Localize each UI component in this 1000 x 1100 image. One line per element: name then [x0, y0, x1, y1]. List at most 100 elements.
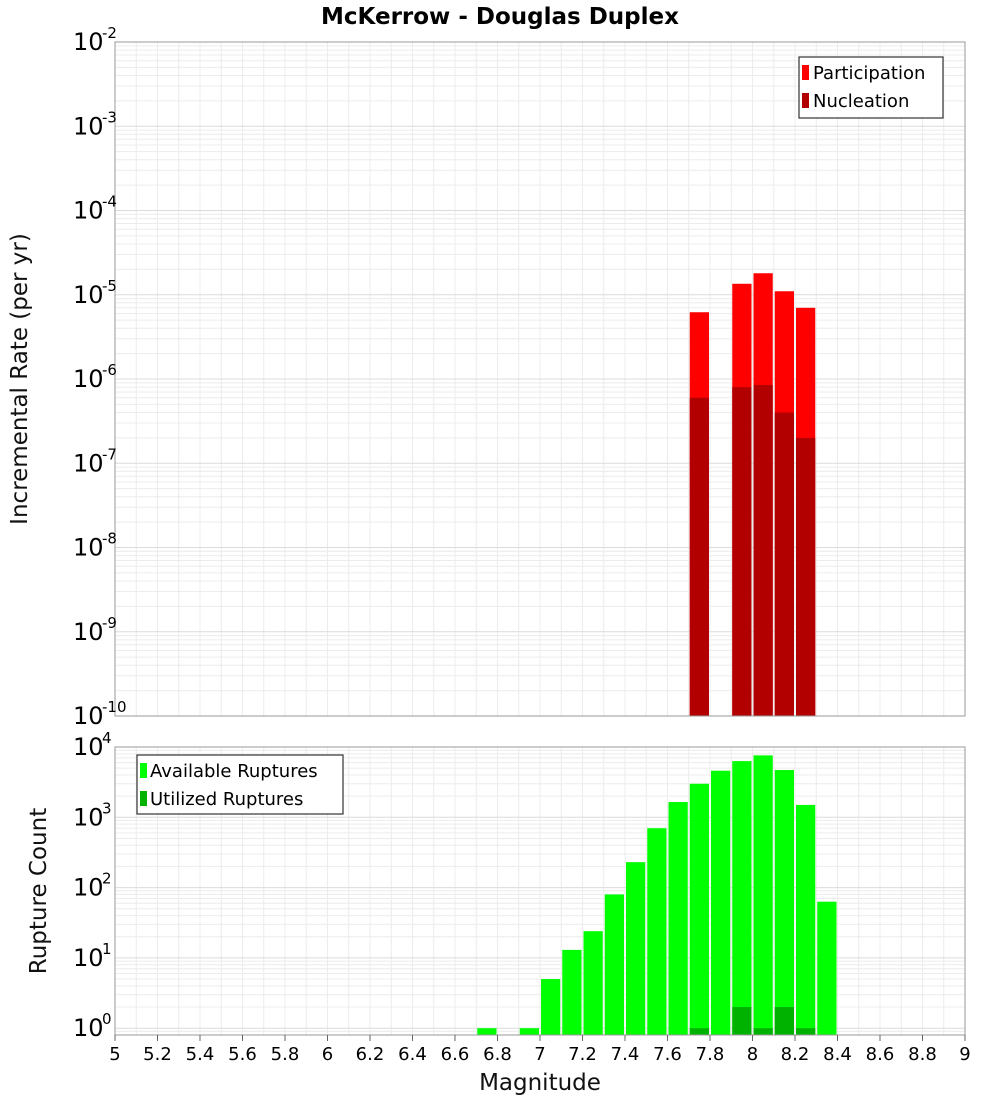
y-tick-exponent: -5 — [102, 277, 117, 295]
available-ruptures-bar — [626, 862, 646, 1035]
x-tick-label: 7.4 — [611, 1044, 640, 1065]
x-tick-label: 7.8 — [696, 1044, 725, 1065]
legend-label-available-ruptures: Available Ruptures — [150, 761, 318, 782]
y-tick-exponent: -2 — [102, 24, 117, 42]
y-tick-exponent: -8 — [102, 530, 117, 548]
available-ruptures-bar — [562, 949, 582, 1035]
nucleation-bar — [753, 384, 773, 716]
available-ruptures-bar — [689, 783, 709, 1035]
y-tick-label: 10 — [73, 874, 104, 902]
available-ruptures-bar — [796, 804, 816, 1035]
y-tick-label: 10 — [73, 534, 104, 562]
utilized-ruptures-bar — [753, 1028, 773, 1035]
y-tick-exponent: 2 — [102, 870, 112, 888]
available-ruptures-bar — [732, 761, 752, 1035]
rate-plot-frame — [114, 41, 966, 717]
legend-label-nucleation: Nucleation — [813, 91, 909, 112]
x-tick-label: 8 — [747, 1044, 758, 1065]
utilized-ruptures-bar — [689, 1028, 709, 1035]
x-axis-label: Magnitude — [479, 1070, 601, 1096]
y-tick-label: 10 — [73, 28, 104, 56]
x-tick-label: 6.8 — [483, 1044, 512, 1065]
y-tick-label: 10 — [73, 702, 104, 730]
available-ruptures-bar — [541, 979, 561, 1035]
utilized-ruptures-bar — [774, 1007, 794, 1035]
utilized-ruptures-bar — [732, 1007, 752, 1035]
nucleation-bar — [689, 397, 709, 716]
available-ruptures-bar — [647, 828, 667, 1035]
count-legend: Available Ruptures Utilized Ruptures — [136, 754, 344, 815]
y-tick-label: 10 — [73, 112, 104, 140]
available-ruptures-bar — [477, 1028, 497, 1035]
y-tick-exponent: -4 — [102, 193, 117, 211]
chart-title: McKerrow - Douglas Duplex — [321, 4, 679, 30]
x-tick-label: 8.8 — [908, 1044, 937, 1065]
y-tick-label: 10 — [73, 197, 104, 225]
y-tick-label: 10 — [73, 281, 104, 309]
rate-bars — [689, 273, 816, 716]
y-tick-exponent: -7 — [102, 445, 117, 463]
y-tick-label: 10 — [73, 1014, 104, 1042]
x-tick-label: 5.4 — [186, 1044, 215, 1065]
nucleation-bar — [732, 387, 752, 716]
x-tick-label: 6 — [322, 1044, 333, 1065]
count-y-axis-label: Rupture Count — [26, 808, 52, 974]
nucleation-bar — [774, 412, 794, 716]
x-tick-label: 8.6 — [866, 1044, 895, 1065]
available-ruptures-bar — [753, 755, 773, 1035]
available-ruptures-bar — [774, 770, 794, 1035]
available-ruptures-bar — [711, 770, 731, 1035]
x-tick-label: 5.2 — [143, 1044, 172, 1065]
legend-swatch-participation — [802, 65, 809, 80]
y-tick-exponent: 3 — [102, 799, 112, 817]
magnitude-x-ticks: 5 5.2 5.4 5.6 5.8 6 6.2 6.4 6.6 6.8 7 7.2 7.4 7.6 7.8 8… — [109, 1035, 971, 1065]
x-tick-label: 7.2 — [568, 1044, 597, 1065]
x-tick-label: 7 — [534, 1044, 545, 1065]
legend-swatch-available-ruptures — [140, 763, 147, 778]
x-tick-label: 9 — [959, 1044, 970, 1065]
y-tick-label: 10 — [73, 365, 104, 393]
y-tick-exponent: -3 — [102, 108, 117, 126]
x-tick-label: 6.6 — [441, 1044, 470, 1065]
count-legend-box — [136, 754, 344, 815]
legend-swatch-nucleation — [802, 93, 809, 108]
y-tick-label: 10 — [73, 449, 104, 477]
available-ruptures-bar — [668, 802, 688, 1035]
y-tick-exponent: -9 — [102, 614, 117, 632]
y-tick-exponent: 4 — [102, 729, 112, 747]
x-tick-label: 7.6 — [653, 1044, 682, 1065]
nucleation-bar — [796, 437, 816, 716]
y-tick-label: 10 — [73, 733, 104, 761]
x-tick-label: 6.4 — [398, 1044, 427, 1065]
available-ruptures-bar — [583, 931, 603, 1035]
available-ruptures-bar — [817, 901, 837, 1035]
rate-y-axis-label: Incremental Rate (per yr) — [7, 233, 33, 525]
rate-legend-box — [798, 56, 944, 119]
rate-grid — [114, 41, 966, 717]
y-tick-label: 10 — [73, 618, 104, 646]
x-tick-label: 5.8 — [271, 1044, 300, 1065]
y-tick-exponent: 0 — [102, 1010, 112, 1028]
x-tick-label: 8.2 — [781, 1044, 810, 1065]
y-tick-label: 10 — [73, 944, 104, 972]
rate-legend: Participation Nucleation — [798, 56, 944, 119]
available-ruptures-bar — [604, 894, 624, 1035]
x-tick-label: 5 — [109, 1044, 120, 1065]
x-tick-label: 5.6 — [228, 1044, 257, 1065]
legend-label-utilized-ruptures: Utilized Ruptures — [150, 789, 303, 810]
count-bars — [477, 755, 837, 1035]
x-tick-label: 8.4 — [823, 1044, 852, 1065]
utilized-ruptures-bar — [796, 1028, 816, 1035]
x-tick-label: 6.2 — [356, 1044, 385, 1065]
y-tick-label: 10 — [73, 803, 104, 831]
legend-label-participation: Participation — [813, 63, 925, 84]
y-tick-exponent: -10 — [102, 698, 127, 716]
y-tick-exponent: -6 — [102, 361, 117, 379]
legend-swatch-utilized-ruptures — [140, 791, 147, 806]
y-tick-exponent: 1 — [102, 940, 112, 958]
